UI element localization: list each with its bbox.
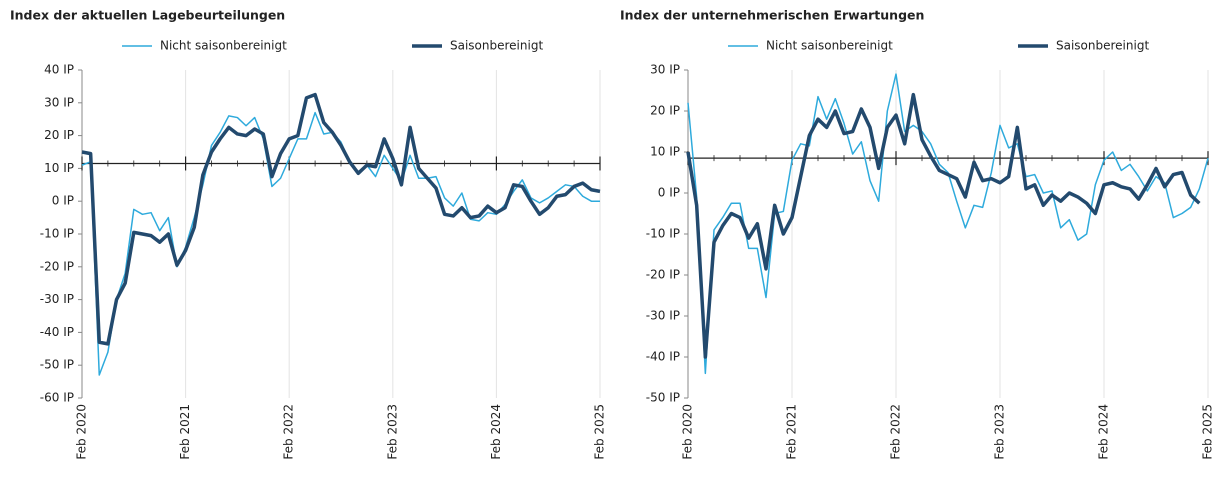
legend-label: Saisonbereinigt [450, 39, 543, 53]
x-tick-label: Feb 2021 [785, 404, 799, 460]
x-tick-label: Feb 2023 [993, 404, 1007, 460]
legend-label: Saisonbereinigt [1056, 39, 1149, 53]
y-tick-label: -10 IP [40, 227, 74, 241]
y-tick-label: -30 IP [646, 309, 680, 323]
y-tick-label: 20 IP [44, 128, 74, 142]
y-tick-label: -60 IP [40, 391, 74, 405]
y-tick-label: 10 IP [44, 161, 74, 175]
chart-title: Index der unternehmerischen Erwartungen [620, 8, 924, 23]
series-line [687, 73, 1209, 375]
y-tick-label: 0 IP [52, 194, 74, 208]
x-tick-label: Feb 2025 [1201, 404, 1215, 460]
x-tick-label: Feb 2022 [282, 404, 296, 460]
x-tick-label: Feb 2020 [681, 404, 695, 460]
y-tick-label: -10 IP [646, 227, 680, 241]
x-tick-label: Feb 2020 [75, 404, 89, 460]
y-tick-label: -40 IP [646, 350, 680, 364]
y-tick-label: 40 IP [44, 63, 74, 77]
x-tick-label: Feb 2024 [489, 404, 503, 460]
series-line [686, 92, 1201, 359]
x-tick-label: Feb 2021 [178, 404, 192, 460]
y-tick-label: -20 IP [40, 259, 74, 273]
y-tick-label: 30 IP [650, 63, 680, 77]
y-tick-label: 10 IP [650, 145, 680, 159]
x-tick-label: Feb 2025 [593, 404, 607, 460]
y-tick-label: -30 IP [40, 292, 74, 306]
series-line [81, 111, 600, 376]
y-tick-label: -50 IP [646, 391, 680, 405]
x-tick-label: Feb 2024 [1097, 404, 1111, 460]
y-tick-label: 30 IP [44, 95, 74, 109]
y-tick-label: -50 IP [40, 358, 74, 372]
y-tick-label: -40 IP [40, 325, 74, 339]
legend-label: Nicht saisonbereinigt [160, 39, 287, 53]
series-line [81, 92, 601, 346]
legend-label: Nicht saisonbereinigt [766, 39, 893, 53]
chart-title: Index der aktuellen Lagebeurteilungen [10, 8, 285, 23]
x-tick-label: Feb 2023 [385, 404, 399, 460]
x-tick-label: Feb 2022 [889, 404, 903, 460]
y-tick-label: 0 IP [658, 186, 680, 200]
y-tick-label: 20 IP [650, 104, 680, 118]
y-tick-label: -20 IP [646, 268, 680, 282]
